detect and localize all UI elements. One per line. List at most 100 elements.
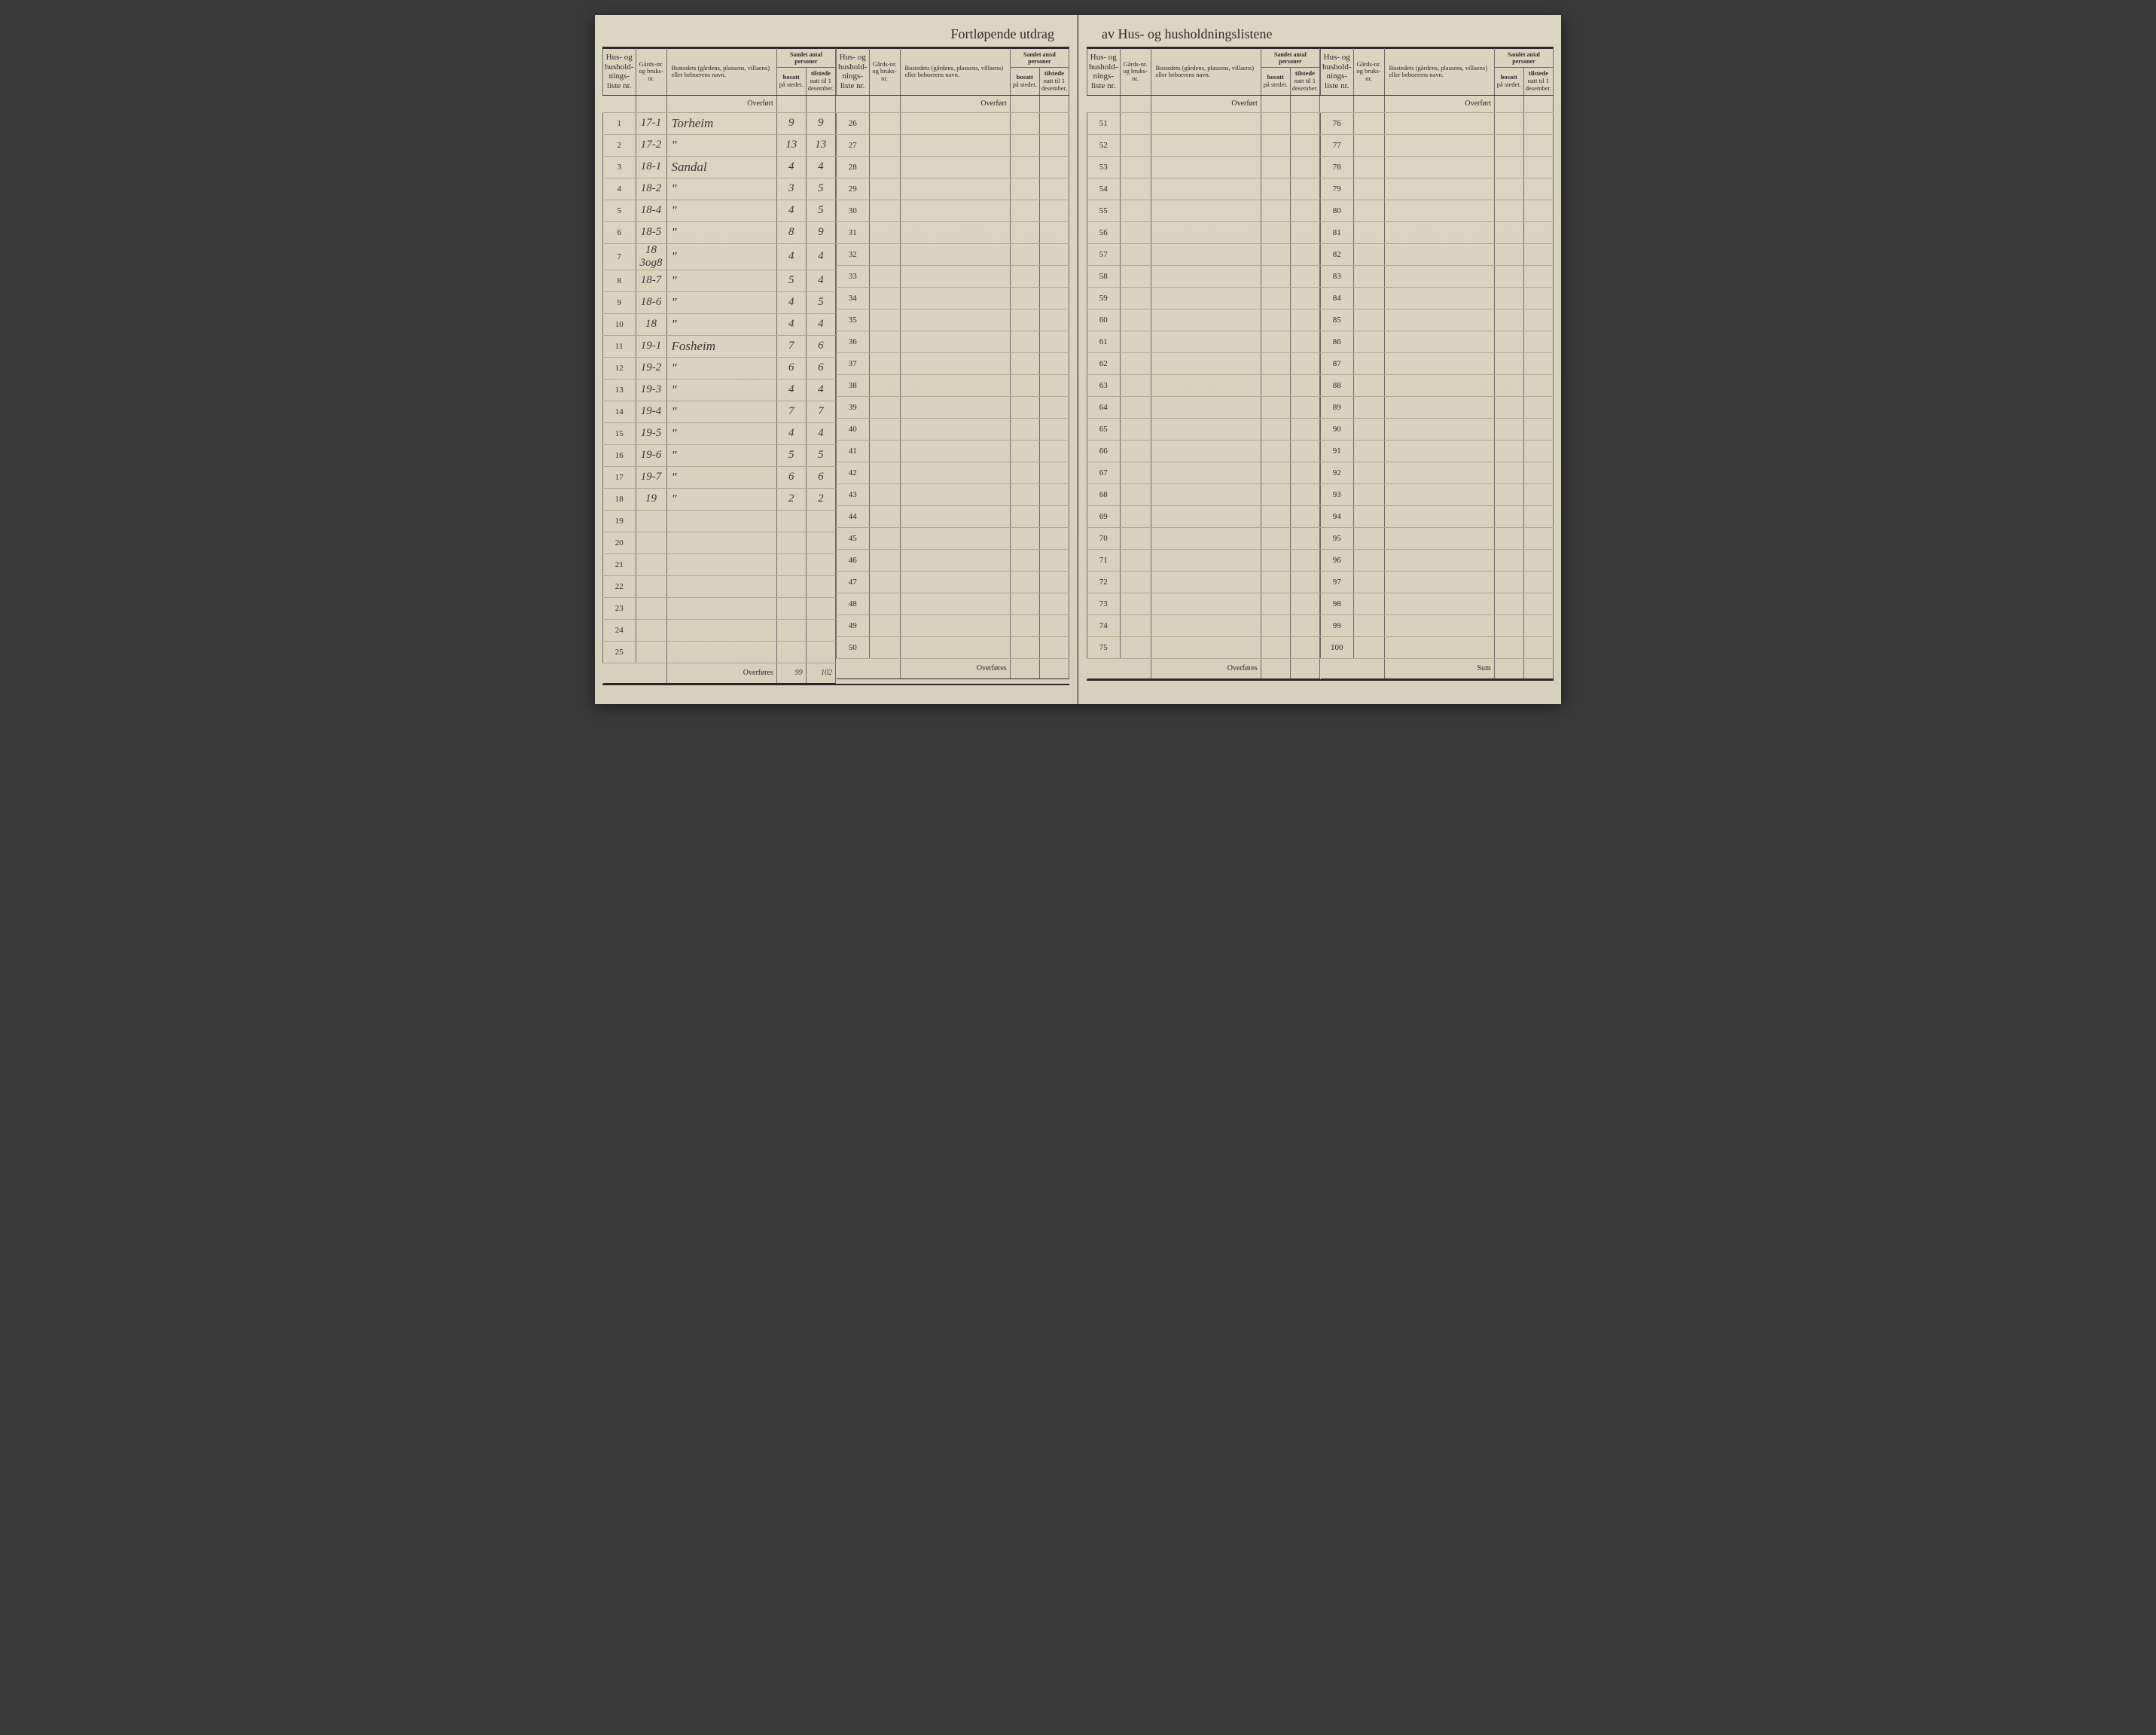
bosatt-count	[1261, 134, 1290, 156]
tilstede-count	[1523, 636, 1553, 658]
gard-nr	[869, 287, 900, 309]
gard-nr: 19-4	[636, 401, 666, 422]
bosatt-count: 8	[776, 221, 806, 243]
tilstede-count	[1523, 418, 1553, 440]
gard-nr	[869, 309, 900, 331]
row-number: 90	[1321, 418, 1354, 440]
gard-nr	[869, 505, 900, 527]
bosatt-count	[1494, 200, 1523, 221]
bosted-navn: "	[666, 313, 776, 335]
bosted-navn	[900, 265, 1010, 287]
table-row: 100	[1321, 636, 1554, 658]
tilstede-count	[1039, 265, 1069, 287]
gard-nr	[1353, 483, 1384, 505]
bosatt-count	[1261, 112, 1290, 134]
gard-nr: 19	[636, 488, 666, 510]
bosted-navn	[1151, 614, 1261, 636]
bosatt-count	[1010, 331, 1039, 352]
bosted-navn	[1151, 352, 1261, 374]
table-row: 36	[837, 331, 1069, 352]
bosatt-count	[1494, 221, 1523, 243]
row-number: 9	[603, 291, 636, 313]
row-number: 2	[603, 134, 636, 156]
bosted-navn	[900, 309, 1010, 331]
tilstede-count	[1039, 593, 1069, 614]
row-number: 74	[1087, 614, 1121, 636]
bosted-navn	[666, 641, 776, 663]
bosted-navn	[1384, 112, 1494, 134]
bosatt-count: 13	[776, 134, 806, 156]
row-number: 69	[1087, 505, 1121, 527]
gard-nr	[1353, 571, 1384, 593]
tilstede-count	[1290, 418, 1319, 440]
gard-nr: 18-7	[636, 270, 666, 291]
bosatt-count	[1261, 352, 1290, 374]
row-number: 50	[837, 636, 870, 658]
tilstede-count: 5	[806, 291, 835, 313]
table-row: 54	[1087, 178, 1320, 200]
table-row: 67	[1087, 462, 1320, 483]
bosatt-count	[1494, 309, 1523, 331]
gard-nr	[1353, 352, 1384, 374]
gard-nr	[1353, 221, 1384, 243]
bosatt-count	[1261, 440, 1290, 462]
table-row: 82	[1321, 243, 1554, 265]
left-columns: Hus- og hushold-nings-liste nr. Gårds-nr…	[602, 47, 1069, 685]
table-row: 26	[837, 112, 1069, 134]
bosatt-count	[1261, 462, 1290, 483]
tilstede-count	[1039, 614, 1069, 636]
bosted-navn	[1384, 549, 1494, 571]
gard-nr	[869, 112, 900, 134]
bosatt-count	[1261, 221, 1290, 243]
tilstede-count	[806, 597, 835, 619]
bosted-navn: "	[666, 357, 776, 379]
table-row: 95	[1321, 527, 1554, 549]
bosted-navn	[1151, 418, 1261, 440]
table-row: 10 18 " 4 4	[603, 313, 836, 335]
tilstede-count	[1290, 527, 1319, 549]
tilstede-count	[1523, 374, 1553, 396]
bosatt-count	[1261, 571, 1290, 593]
table-row: 48	[837, 593, 1069, 614]
tilstede-count	[1039, 134, 1069, 156]
row-number: 27	[837, 134, 870, 156]
bosted-navn	[1384, 134, 1494, 156]
bosted-navn	[1151, 200, 1261, 221]
bosted-navn	[1151, 287, 1261, 309]
right-page: av Hus- og husholdningslistene Hus- og h…	[1078, 15, 1561, 704]
table-row: 99	[1321, 614, 1554, 636]
table-row: 72	[1087, 571, 1320, 593]
row-number: 21	[603, 553, 636, 575]
bosted-navn	[1384, 527, 1494, 549]
gard-nr	[1120, 636, 1151, 658]
table-row: 89	[1321, 396, 1554, 418]
row-number: 64	[1087, 396, 1121, 418]
bosatt-count	[1261, 331, 1290, 352]
bosatt-count	[1261, 178, 1290, 200]
bosatt-count	[1494, 265, 1523, 287]
tilstede-count	[1039, 418, 1069, 440]
block-4: Hus- og hushold-nings-liste nr. Gårds-nr…	[1320, 47, 1554, 681]
table-row: 25	[603, 641, 836, 663]
tilstede-count	[1290, 374, 1319, 396]
row-number: 51	[1087, 112, 1121, 134]
overfort-row: Overført	[603, 95, 836, 112]
ledger-spread: Fortløpende utdrag Hus- og hushold-nings…	[595, 15, 1561, 704]
table-row: 80	[1321, 200, 1554, 221]
gard-nr	[1120, 549, 1151, 571]
bosted-navn	[900, 374, 1010, 396]
gard-nr	[636, 553, 666, 575]
bosted-navn	[900, 571, 1010, 593]
table-row: 43	[837, 483, 1069, 505]
gard-nr	[869, 243, 900, 265]
bosted-navn: Torheim	[666, 112, 776, 134]
table-row: 21	[603, 553, 836, 575]
bosted-navn	[666, 597, 776, 619]
gard-nr	[1120, 134, 1151, 156]
gard-nr	[1120, 505, 1151, 527]
bosted-navn	[666, 553, 776, 575]
bosted-navn	[900, 134, 1010, 156]
row-number: 17	[603, 466, 636, 488]
row-number: 45	[837, 527, 870, 549]
bosted-navn	[900, 549, 1010, 571]
